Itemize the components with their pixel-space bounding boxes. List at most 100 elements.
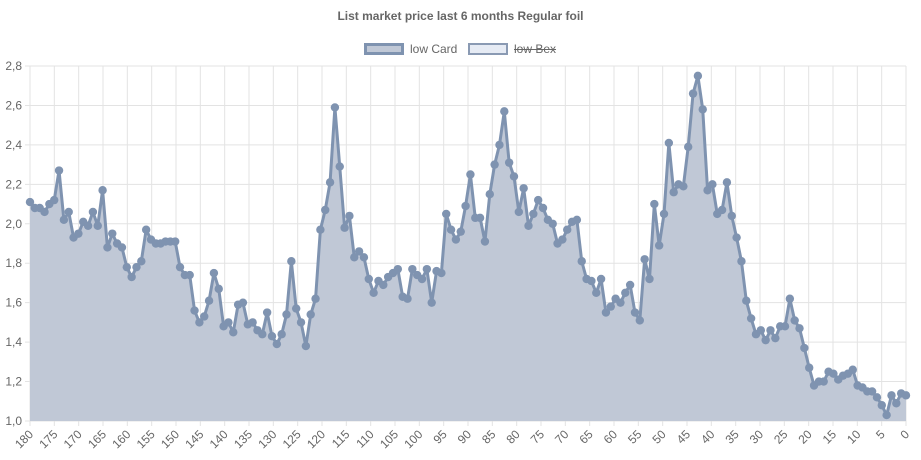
data-point[interactable] xyxy=(442,209,451,219)
data-point[interactable] xyxy=(645,274,654,284)
data-point[interactable] xyxy=(88,207,98,217)
data-point[interactable] xyxy=(654,241,664,250)
data-point[interactable] xyxy=(819,377,828,386)
data-point[interactable] xyxy=(727,211,736,221)
data-point[interactable] xyxy=(175,262,185,272)
data-point[interactable] xyxy=(625,280,635,290)
data-point[interactable] xyxy=(500,107,509,116)
data-point[interactable] xyxy=(369,288,378,298)
data-point[interactable] xyxy=(408,264,417,274)
data-point[interactable] xyxy=(214,284,223,294)
data-point[interactable] xyxy=(533,195,543,205)
data-point[interactable] xyxy=(780,322,790,331)
data-point[interactable] xyxy=(132,262,141,272)
data-point[interactable] xyxy=(64,207,73,217)
data-point[interactable] xyxy=(195,318,204,327)
data-point[interactable] xyxy=(529,209,538,219)
data-point[interactable] xyxy=(563,225,572,234)
data-point[interactable] xyxy=(504,158,514,167)
data-point[interactable] xyxy=(103,243,112,252)
data-point[interactable] xyxy=(364,274,373,284)
data-point[interactable] xyxy=(437,268,446,278)
data-point[interactable] xyxy=(137,257,146,266)
data-point[interactable] xyxy=(393,264,403,274)
data-point[interactable] xyxy=(621,288,630,298)
data-point[interactable] xyxy=(703,186,712,195)
data-point[interactable] xyxy=(761,335,770,345)
data-point[interactable] xyxy=(635,316,645,325)
data-point[interactable] xyxy=(54,166,64,175)
data-point[interactable] xyxy=(40,207,49,217)
data-point[interactable] xyxy=(330,103,340,112)
data-point[interactable] xyxy=(311,294,320,303)
data-point[interactable] xyxy=(83,221,93,230)
data-point[interactable] xyxy=(141,225,151,234)
data-point[interactable] xyxy=(466,170,475,179)
data-point[interactable] xyxy=(795,324,804,333)
data-point[interactable] xyxy=(325,178,335,187)
data-point[interactable] xyxy=(209,268,219,278)
data-point[interactable] xyxy=(485,189,494,199)
data-point[interactable] xyxy=(771,333,780,343)
data-point[interactable] xyxy=(93,221,102,230)
data-point[interactable] xyxy=(417,274,427,284)
data-point[interactable] xyxy=(616,298,625,307)
data-point[interactable] xyxy=(693,71,703,81)
data-point[interactable] xyxy=(350,253,359,262)
data-point[interactable] xyxy=(427,298,436,307)
data-point[interactable] xyxy=(224,318,233,327)
data-point[interactable] xyxy=(480,237,490,246)
data-point[interactable] xyxy=(785,294,795,303)
data-point[interactable] xyxy=(679,182,688,191)
data-point[interactable] xyxy=(596,274,606,284)
data-point[interactable] xyxy=(669,188,678,197)
data-point[interactable] xyxy=(345,211,354,221)
data-point[interactable] xyxy=(872,393,882,402)
data-point[interactable] xyxy=(805,363,814,372)
data-point[interactable] xyxy=(650,199,659,209)
data-point[interactable] xyxy=(892,399,901,408)
data-point[interactable] xyxy=(25,197,35,207)
data-point[interactable] xyxy=(422,264,432,274)
data-point[interactable] xyxy=(746,314,756,323)
data-point[interactable] xyxy=(538,203,548,213)
data-point[interactable] xyxy=(606,302,615,311)
data-point[interactable] xyxy=(901,391,911,400)
data-point[interactable] xyxy=(509,172,519,181)
data-point[interactable] xyxy=(732,233,741,242)
data-point[interactable] xyxy=(108,229,117,238)
data-point[interactable] xyxy=(403,294,412,303)
legend-item-low-card[interactable]: low Card xyxy=(364,40,457,58)
data-point[interactable] xyxy=(790,316,799,325)
data-point[interactable] xyxy=(572,215,582,225)
data-point[interactable] xyxy=(379,280,388,290)
data-point[interactable] xyxy=(335,162,344,171)
data-point[interactable] xyxy=(708,180,717,189)
data-point[interactable] xyxy=(737,257,746,266)
data-point[interactable] xyxy=(122,262,131,272)
data-point[interactable] xyxy=(306,310,315,319)
data-point[interactable] xyxy=(50,195,59,205)
data-point[interactable] xyxy=(766,326,775,335)
data-point[interactable] xyxy=(359,253,369,262)
data-point[interactable] xyxy=(722,178,732,187)
data-point[interactable] xyxy=(877,401,886,410)
data-point[interactable] xyxy=(190,306,199,315)
data-point[interactable] xyxy=(558,235,567,244)
data-point[interactable] xyxy=(117,243,127,252)
data-point[interactable] xyxy=(200,312,209,321)
data-point[interactable] xyxy=(664,138,674,148)
data-point[interactable] xyxy=(272,339,282,349)
data-point[interactable] xyxy=(577,257,586,266)
data-point[interactable] xyxy=(238,298,248,307)
legend-item-low-bex[interactable]: low Bex xyxy=(468,40,556,58)
data-point[interactable] xyxy=(514,207,524,217)
data-point[interactable] xyxy=(248,318,257,327)
data-point[interactable] xyxy=(461,201,470,211)
data-point[interactable] xyxy=(287,257,296,266)
data-point[interactable] xyxy=(490,160,499,169)
data-point[interactable] xyxy=(340,223,349,232)
data-point[interactable] xyxy=(800,343,809,353)
data-point[interactable] xyxy=(267,331,277,341)
data-point[interactable] xyxy=(592,288,601,298)
